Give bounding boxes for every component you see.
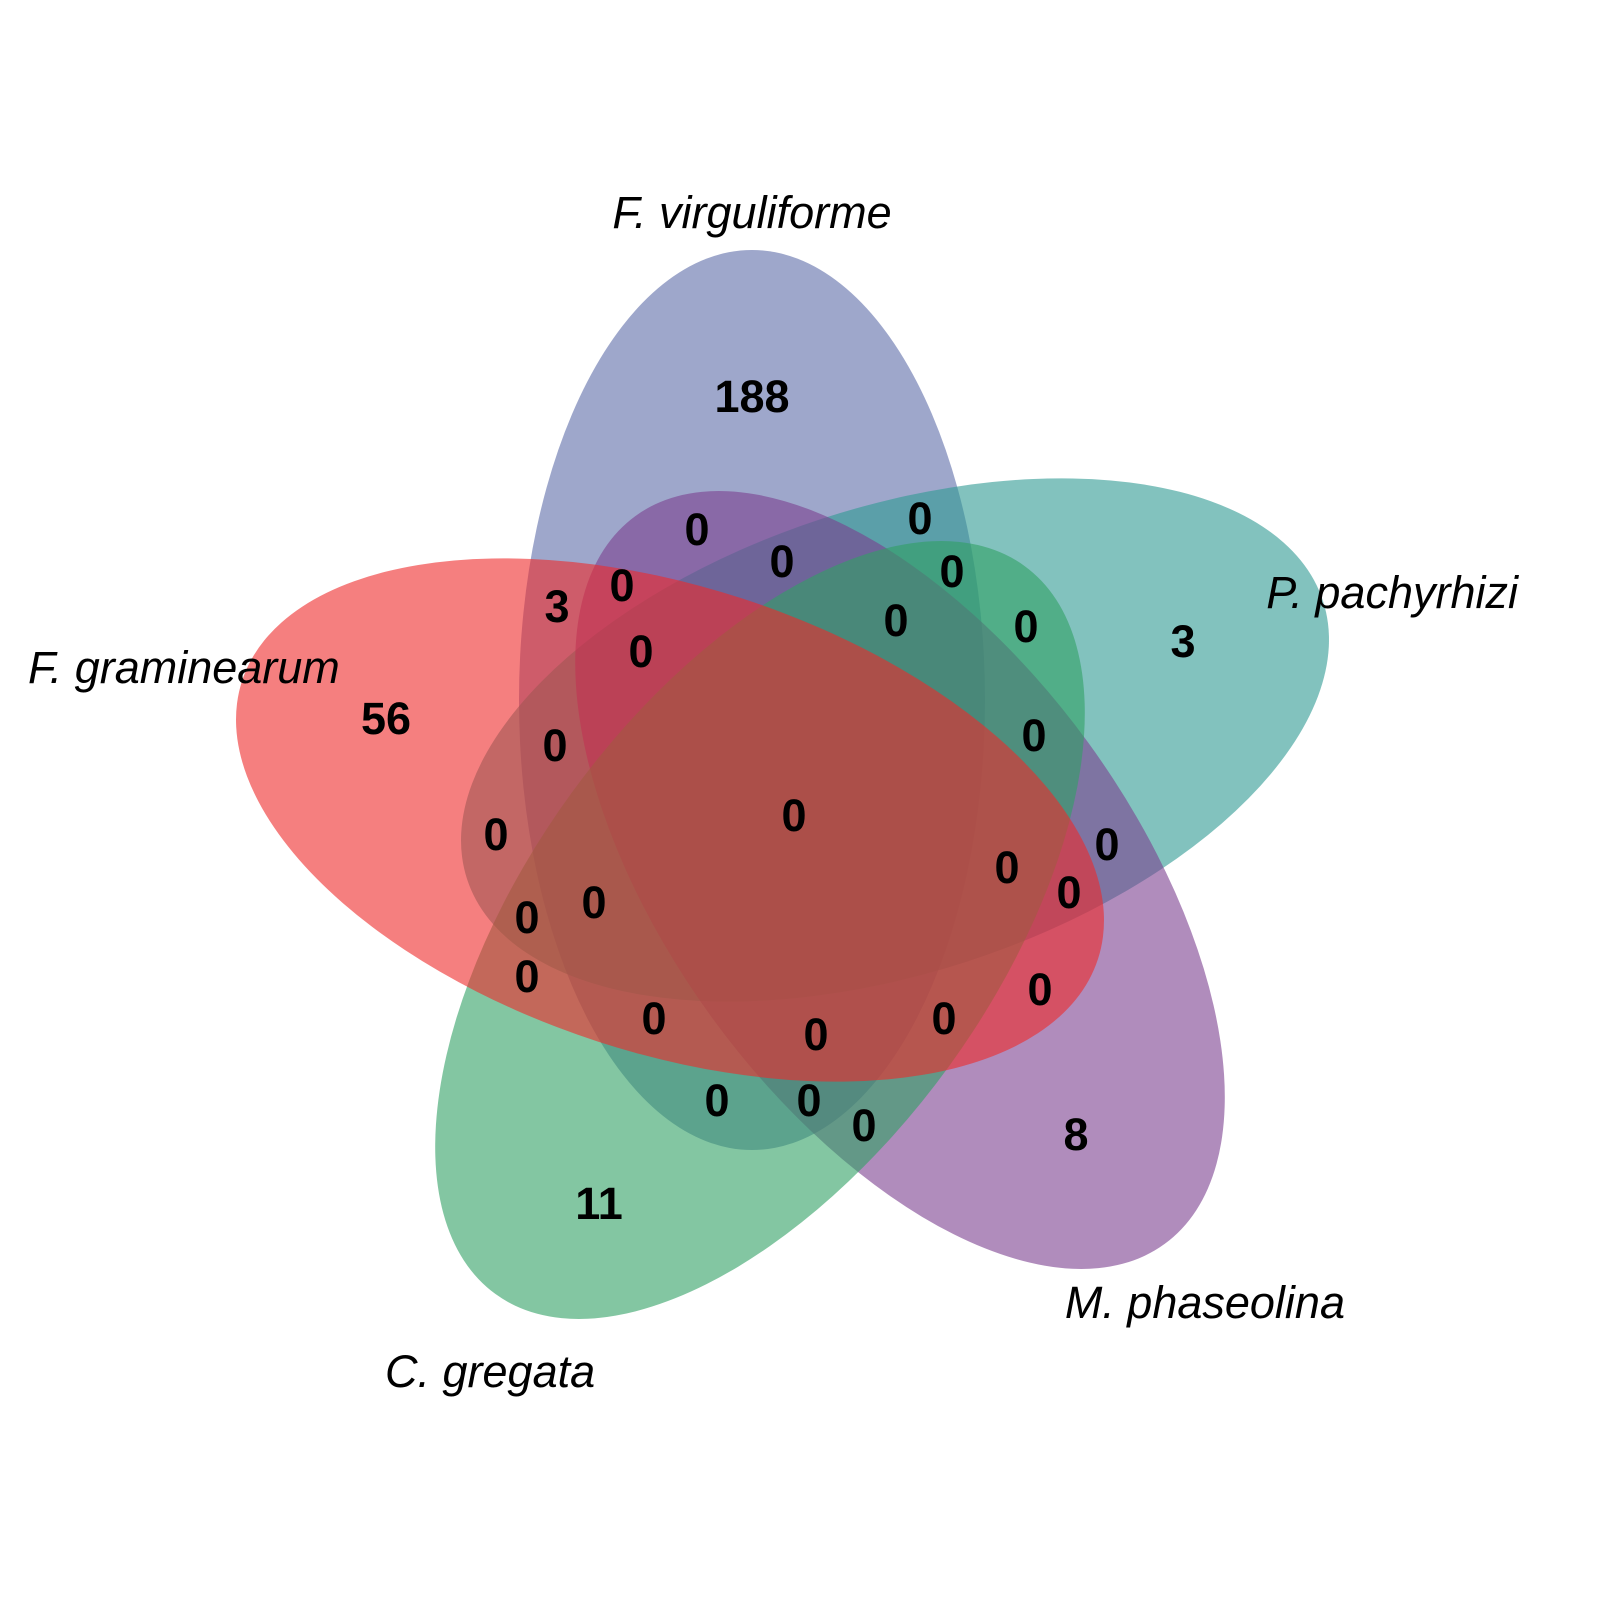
set-label-c-gregata: C. gregata (385, 1346, 595, 1397)
set-label-f-virguliforme: F. virguliforme (612, 187, 891, 238)
region-count: 0 (1021, 710, 1046, 761)
region-count: 3 (1170, 616, 1195, 667)
region-count: 3 (544, 581, 569, 632)
region-count: 0 (542, 720, 567, 771)
region-count: 0 (907, 493, 932, 544)
region-count: 188 (714, 371, 789, 422)
region-count: 0 (781, 790, 806, 841)
region-count: 0 (1013, 601, 1038, 652)
set-label-p-pachyrhizi: P. pachyrhizi (1266, 567, 1520, 618)
region-count: 0 (628, 626, 653, 677)
region-count: 0 (1056, 867, 1081, 918)
region-count: 0 (883, 595, 908, 646)
region-count: 0 (514, 951, 539, 1002)
region-count: 56 (361, 693, 411, 744)
region-count: 0 (796, 1075, 821, 1126)
region-count: 0 (994, 842, 1019, 893)
region-count: 0 (931, 993, 956, 1044)
region-count: 0 (704, 1075, 729, 1126)
region-count: 0 (483, 809, 508, 860)
region-count: 0 (939, 546, 964, 597)
region-count: 0 (1027, 964, 1052, 1015)
region-count: 0 (581, 877, 606, 928)
set-ellipse-f-graminearum (236, 558, 1104, 1082)
region-count: 0 (641, 993, 666, 1044)
region-count: 0 (609, 560, 634, 611)
region-count: 0 (514, 892, 539, 943)
region-count: 0 (803, 1009, 828, 1060)
region-count: 0 (1094, 819, 1119, 870)
region-count: 0 (769, 536, 794, 587)
region-count: 8 (1063, 1109, 1088, 1160)
set-label-m-phaseolina: M. phaseolina (1065, 1277, 1345, 1328)
region-count: 0 (684, 504, 709, 555)
region-count: 11 (575, 1178, 623, 1229)
region-count: 0 (851, 1100, 876, 1151)
set-label-f-graminearum: F. graminearum (28, 642, 340, 693)
